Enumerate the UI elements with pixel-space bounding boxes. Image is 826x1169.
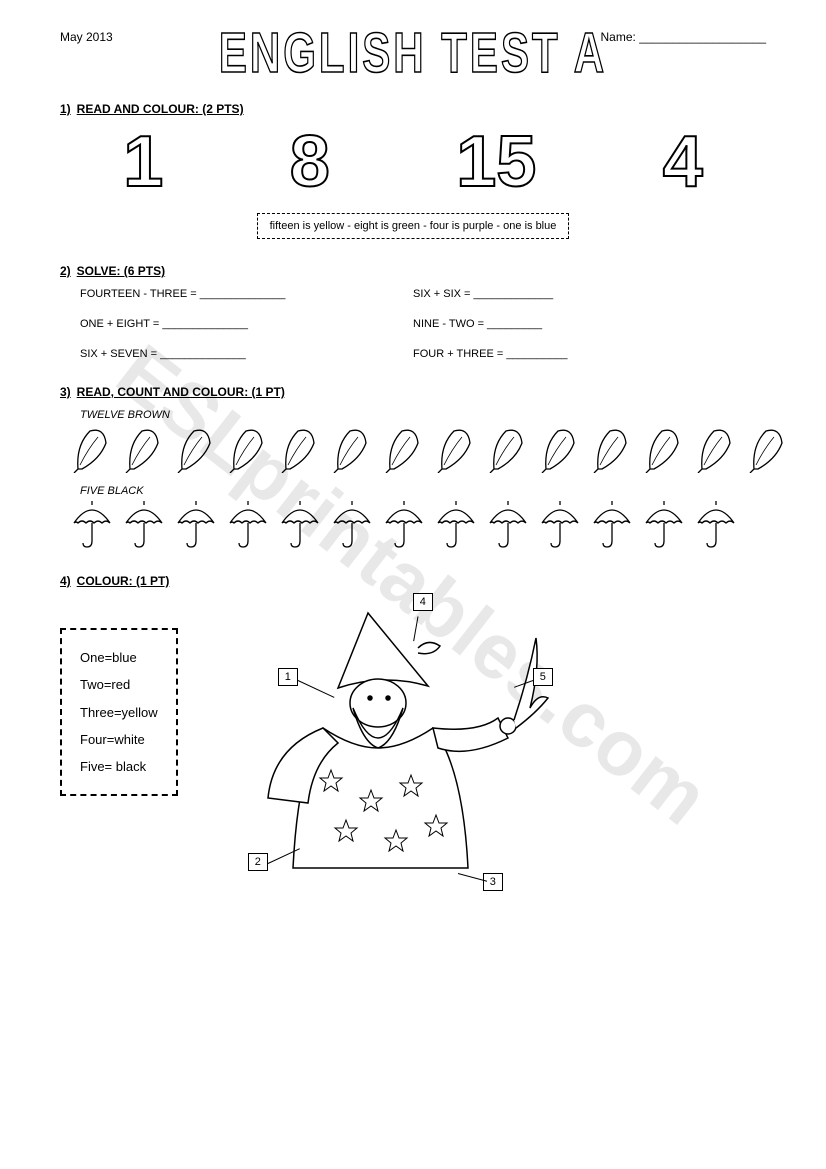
legend-item: One=blue <box>80 644 158 671</box>
section-3: 3) READ, COUNT AND COLOUR: (1 PT) TWELVE … <box>60 385 766 549</box>
callout-2: 2 <box>248 853 268 871</box>
legend-item: Five= black <box>80 753 158 780</box>
section-2-num: 2) <box>60 264 71 278</box>
umbrella-icon <box>382 501 426 549</box>
section-4: 4) COLOUR: (1 PT) One=blue Two=red Three=… <box>60 574 766 898</box>
feather-row <box>60 425 766 473</box>
section-1-title: READ AND COLOUR: (2 PTS) <box>77 102 244 116</box>
section-4-title: COLOUR: (1 PT) <box>77 574 170 588</box>
row2-label: FIVE BLACK <box>80 485 766 497</box>
umbrella-icon <box>226 501 270 549</box>
feather-icon <box>694 425 738 473</box>
callout-5: 5 <box>533 668 553 686</box>
umbrella-icon <box>330 501 374 549</box>
umbrella-icon <box>538 501 582 549</box>
solve-grid: FOURTEEN - THREE = ______________ SIX + … <box>60 288 766 360</box>
solve-item: ONE + EIGHT = ______________ <box>80 318 413 330</box>
umbrella-icon <box>278 501 322 549</box>
feather-icon <box>330 425 374 473</box>
feather-icon <box>642 425 686 473</box>
umbrella-icon <box>434 501 478 549</box>
big-number-15: 15 <box>456 126 536 198</box>
big-number-1: 1 <box>123 126 163 198</box>
feather-icon <box>278 425 322 473</box>
section-4-heading: 4) COLOUR: (1 PT) <box>60 574 766 588</box>
section-2-title: SOLVE: (6 PTS) <box>77 264 165 278</box>
umbrella-icon <box>694 501 738 549</box>
legend-item: Two=red <box>80 671 158 698</box>
feather-icon <box>434 425 478 473</box>
feather-icon <box>226 425 270 473</box>
umbrella-icon <box>642 501 686 549</box>
umbrella-icon <box>70 501 114 549</box>
page-title: ENGLISH TEST A <box>219 21 607 86</box>
feather-icon <box>382 425 426 473</box>
wizard-image: 1 2 3 4 5 <box>218 598 558 898</box>
callout-1: 1 <box>278 668 298 686</box>
solve-item: NINE - TWO = _________ <box>413 318 746 330</box>
umbrella-icon <box>174 501 218 549</box>
legend-item: Four=white <box>80 726 158 753</box>
wizard-svg <box>218 598 558 898</box>
section-3-title: READ, COUNT AND COLOUR: (1 PT) <box>77 385 285 399</box>
color-key-box: fifteen is yellow - eight is green - fou… <box>257 213 570 239</box>
solve-item: FOURTEEN - THREE = ______________ <box>80 288 413 300</box>
feather-icon <box>122 425 166 473</box>
name-field-label: Name: ___________________ <box>601 30 766 44</box>
legend-box: One=blue Two=red Three=yellow Four=white… <box>60 628 178 796</box>
section-3-heading: 3) READ, COUNT AND COLOUR: (1 PT) <box>60 385 766 399</box>
big-number-4: 4 <box>663 126 703 198</box>
callout-4: 4 <box>413 593 433 611</box>
solve-item: FOUR + THREE = __________ <box>413 348 746 360</box>
legend-item: Three=yellow <box>80 699 158 726</box>
umbrella-row <box>60 501 766 549</box>
section-1: 1) READ AND COLOUR: (2 PTS) 1 8 15 4 fift… <box>60 102 766 239</box>
umbrella-icon <box>590 501 634 549</box>
numbers-row: 1 8 15 4 <box>60 126 766 198</box>
section-4-num: 4) <box>60 574 71 588</box>
section-1-heading: 1) READ AND COLOUR: (2 PTS) <box>60 102 766 116</box>
date-text: May 2013 <box>60 30 113 44</box>
section-4-content: One=blue Two=red Three=yellow Four=white… <box>60 598 766 898</box>
feather-icon <box>590 425 634 473</box>
section-2: 2) SOLVE: (6 PTS) FOURTEEN - THREE = ____… <box>60 264 766 360</box>
feather-icon <box>174 425 218 473</box>
callout-3: 3 <box>483 873 503 891</box>
umbrella-icon <box>122 501 166 549</box>
umbrella-icon <box>486 501 530 549</box>
big-number-8: 8 <box>290 126 330 198</box>
section-1-num: 1) <box>60 102 71 116</box>
row1-label: TWELVE BROWN <box>80 409 766 421</box>
section-2-heading: 2) SOLVE: (6 PTS) <box>60 264 766 278</box>
feather-icon <box>70 425 114 473</box>
feather-icon <box>486 425 530 473</box>
section-3-num: 3) <box>60 385 71 399</box>
feather-icon <box>538 425 582 473</box>
solve-item: SIX + SEVEN = ______________ <box>80 348 413 360</box>
solve-item: SIX + SIX = _____________ <box>413 288 746 300</box>
feather-icon <box>746 425 790 473</box>
